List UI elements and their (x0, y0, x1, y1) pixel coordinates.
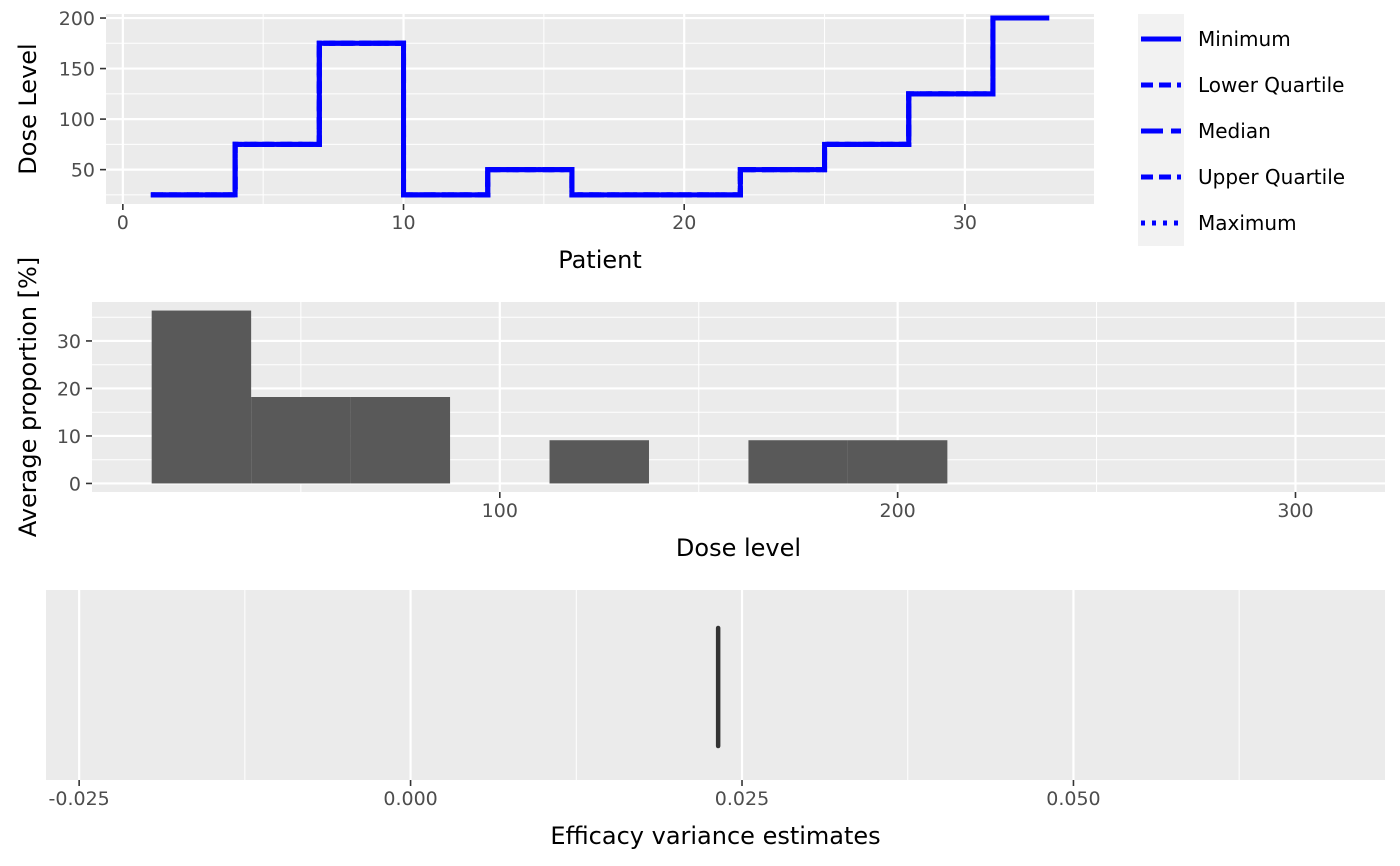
y-tick-label: 150 (59, 59, 95, 81)
x-tick-label: 20 (672, 212, 696, 234)
y-axis-ticks: 0 10 20 30 (57, 331, 92, 495)
y-tick-label: 20 (57, 378, 81, 400)
x-tick-label: 200 (880, 500, 916, 522)
x-tick-label: 10 (391, 212, 415, 234)
y-axis-ticks: 50 100 150 200 (59, 8, 106, 182)
dose-proportion-chart: 100 200 300 0 10 20 30 Dose level Average pro… (14, 257, 1385, 562)
y-tick-label: 100 (59, 109, 95, 131)
series-line-4 (150, 15, 1050, 198)
x-axis-title: Dose level (676, 534, 801, 562)
y-axis-title: Dose Level (14, 43, 42, 174)
y-tick-label: 200 (59, 8, 95, 30)
bar-5 (748, 440, 848, 484)
gridlines (78, 590, 1240, 780)
dose-level-by-patient-chart: 0 10 20 30 50 100 150 200 Patient Dose Level M… (14, 8, 1345, 274)
legend-label: Lower Quartile (1198, 73, 1344, 97)
bar-2 (251, 397, 351, 484)
bar-6 (847, 440, 948, 484)
legend-label: Upper Quartile (1198, 165, 1345, 189)
y-tick-label: 50 (71, 160, 95, 182)
x-tick-label: 0 (117, 212, 129, 234)
x-axis-ticks: -0.025 0.000 0.025 0.050 (49, 780, 1101, 810)
x-axis-title: Patient (558, 246, 642, 274)
legend-label: Maximum (1198, 211, 1297, 235)
bar-3 (350, 397, 451, 484)
x-tick-label: 0.000 (383, 788, 437, 810)
x-axis-ticks: 100 200 300 (482, 492, 1314, 522)
x-tick-label: 300 (1277, 500, 1313, 522)
plot-panel (106, 14, 1094, 204)
bar-1 (151, 310, 252, 484)
x-axis-ticks: 0 10 20 30 (117, 204, 977, 234)
x-tick-label: 0.050 (1046, 788, 1100, 810)
x-axis-title: Efficacy variance estimates (550, 822, 880, 850)
y-tick-label: 0 (69, 473, 81, 495)
x-tick-label: 30 (953, 212, 977, 234)
legend-label: Median (1198, 119, 1271, 143)
series-lines (150, 15, 1050, 198)
bar-4 (549, 440, 649, 484)
x-tick-label: 0.025 (715, 788, 769, 810)
x-tick-label: -0.025 (49, 788, 110, 810)
legend-label: Minimum (1198, 27, 1291, 51)
y-axis-title: Average proportion [%] (14, 257, 42, 537)
bars (151, 310, 948, 484)
plot-panel (46, 590, 1385, 780)
efficacy-variance-chart: -0.025 0.000 0.025 0.050 Efficacy variance … (46, 590, 1385, 850)
y-tick-label: 10 (57, 426, 81, 448)
x-tick-label: 100 (482, 500, 518, 522)
legend: Minimum Lower Quartile Median Upper Quartil… (1138, 14, 1345, 246)
y-tick-label: 30 (57, 331, 81, 353)
